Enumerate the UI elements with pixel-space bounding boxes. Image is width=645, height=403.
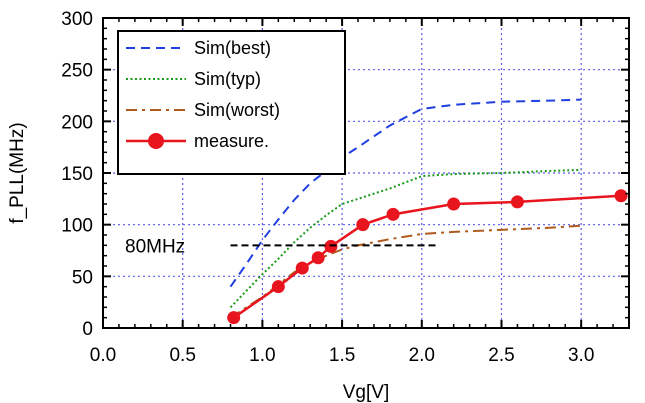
x-tick-label: 0.0 (90, 345, 116, 366)
legend-label: Sim(typ) (194, 69, 261, 89)
x-tick-label: 1.5 (329, 345, 355, 366)
legend: Sim(best) Sim(typ) Sim(worst) measure. (117, 30, 346, 175)
data-point (356, 218, 370, 232)
data-point (386, 207, 400, 221)
y-axis-label: f_PLL(MHz) (7, 122, 28, 223)
y-tick-label: 200 (61, 112, 93, 133)
x-tick-label: 1.0 (249, 345, 275, 366)
y-tick-label: 0 (82, 319, 93, 340)
series-line-2 (229, 224, 582, 319)
legend-label: measure. (194, 131, 269, 151)
data-point (324, 239, 338, 253)
legend-label: Sim(worst) (194, 100, 280, 120)
x-tick-label: 3.0 (568, 345, 594, 366)
reference-label: 80MHz (125, 236, 185, 257)
data-point (614, 189, 628, 203)
ticks: 0.0 0.5 1.0 1.5 2.0 2.5 3.0 0 50 100 150 200 250 300 (61, 9, 629, 366)
y-tick-label: 100 (61, 216, 93, 237)
legend-label: Sim(best) (194, 38, 271, 58)
legend-box (117, 30, 346, 175)
y-tick-label: 150 (61, 164, 93, 185)
x-tick-label: 2.5 (488, 345, 514, 366)
data-point (271, 280, 285, 294)
y-tick-label: 250 (61, 61, 93, 82)
legend-marker (148, 133, 164, 149)
x-tick-label: 2.0 (409, 345, 435, 366)
annotation-layer: 80MHz (125, 236, 438, 257)
data-point (447, 197, 461, 211)
data-point (295, 261, 309, 275)
x-axis-label: Vg[V] (343, 382, 389, 403)
data-point (311, 251, 325, 265)
data-point (510, 195, 524, 209)
x-tick-label: 0.5 (169, 345, 195, 366)
y-tick-label: 50 (72, 267, 93, 288)
data-point (227, 311, 241, 325)
series-line-3 (232, 194, 622, 319)
y-tick-label: 300 (61, 9, 93, 30)
